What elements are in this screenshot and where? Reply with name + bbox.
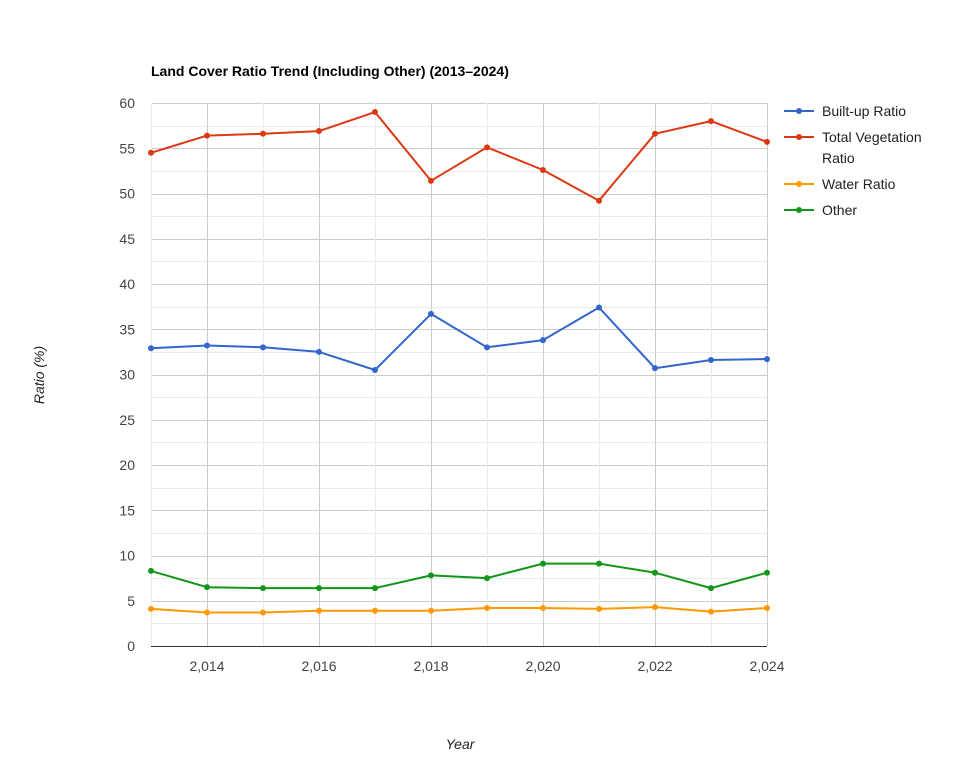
data-point[interactable]	[484, 144, 490, 151]
y-tick-label: 5	[127, 593, 135, 609]
data-point[interactable]	[372, 585, 378, 592]
data-point[interactable]	[316, 585, 322, 592]
y-tick-label: 40	[119, 276, 135, 292]
data-point[interactable]	[764, 138, 770, 145]
data-point[interactable]	[204, 609, 210, 616]
y-tick-label: 15	[119, 502, 135, 518]
series-2	[148, 604, 770, 616]
data-point[interactable]	[652, 365, 658, 372]
x-tick-label: 2,022	[637, 658, 672, 674]
x-tick-label: 2,018	[413, 658, 448, 674]
y-tick-label: 30	[119, 367, 135, 383]
legend-swatch-marker	[796, 207, 802, 213]
series-lines	[148, 109, 770, 616]
data-point[interactable]	[204, 342, 210, 349]
legend-label: Built-up Ratio	[822, 103, 906, 119]
data-point[interactable]	[708, 118, 714, 125]
data-point[interactable]	[708, 585, 714, 592]
y-tick-label: 45	[119, 231, 135, 247]
data-point[interactable]	[484, 604, 490, 611]
chart-title: Land Cover Ratio Trend (Including Other)…	[151, 63, 509, 79]
y-tick-label: 0	[127, 638, 135, 654]
legend-item[interactable]: Total Vegetation Ratio	[784, 129, 922, 166]
data-point[interactable]	[708, 357, 714, 364]
x-axis-title: Year	[446, 736, 476, 752]
y-tick-label: 35	[119, 321, 135, 337]
series-line	[150, 306, 768, 371]
y-tick-label: 50	[119, 186, 135, 202]
data-point[interactable]	[260, 585, 266, 592]
data-point[interactable]	[428, 310, 434, 317]
series-line	[150, 562, 768, 590]
data-point[interactable]	[428, 607, 434, 614]
data-point[interactable]	[148, 605, 154, 612]
data-point[interactable]	[260, 344, 266, 351]
data-point[interactable]	[428, 177, 434, 184]
grid	[151, 103, 768, 647]
data-point[interactable]	[204, 132, 210, 139]
legend-swatch-marker	[796, 134, 802, 140]
data-point[interactable]	[764, 569, 770, 576]
series-1	[148, 109, 770, 204]
legend-swatch-marker	[796, 181, 802, 187]
legend-label: Total Vegetation Ratio	[822, 129, 922, 166]
y-axis-title: Ratio (%)	[31, 346, 47, 404]
y-tick-label: 20	[119, 457, 135, 473]
data-point[interactable]	[652, 604, 658, 611]
data-point[interactable]	[316, 348, 322, 355]
data-point[interactable]	[372, 607, 378, 614]
legend-label: Water Ratio	[822, 176, 896, 192]
y-tick-label: 10	[119, 548, 135, 564]
data-point[interactable]	[316, 607, 322, 614]
data-point[interactable]	[484, 575, 490, 582]
series-0	[148, 304, 770, 373]
data-point[interactable]	[540, 604, 546, 611]
y-tick-label: 60	[119, 95, 135, 111]
legend: Built-up Ratio Total Vegetation Ratio Water…	[784, 103, 922, 218]
data-point[interactable]	[204, 584, 210, 591]
x-axis-ticks: 2,014 2,016 2,018 2,020 2,022 2,024	[189, 658, 784, 674]
data-point[interactable]	[428, 572, 434, 579]
y-axis-ticks: 0 5 10 15 20 25 30 35 40 45 50 55 60	[119, 95, 135, 654]
legend-item[interactable]: Other	[784, 202, 857, 218]
y-tick-label: 55	[119, 140, 135, 156]
series-line	[150, 606, 768, 614]
data-point[interactable]	[764, 604, 770, 611]
data-point[interactable]	[596, 304, 602, 311]
data-point[interactable]	[260, 130, 266, 137]
x-tick-label: 2,024	[749, 658, 784, 674]
x-tick-label: 2,016	[301, 658, 336, 674]
data-point[interactable]	[708, 608, 714, 615]
data-point[interactable]	[540, 337, 546, 344]
x-tick-label: 2,014	[189, 658, 224, 674]
y-tick-label: 25	[119, 412, 135, 428]
data-point[interactable]	[540, 166, 546, 173]
data-point[interactable]	[540, 560, 546, 567]
data-point[interactable]	[260, 609, 266, 616]
series-line	[150, 111, 768, 202]
data-point[interactable]	[372, 366, 378, 373]
data-point[interactable]	[652, 569, 658, 576]
data-point[interactable]	[148, 149, 154, 156]
data-point[interactable]	[596, 560, 602, 567]
legend-item[interactable]: Built-up Ratio	[784, 103, 906, 119]
data-point[interactable]	[316, 128, 322, 135]
x-tick-label: 2,020	[525, 658, 560, 674]
series-3	[148, 560, 770, 592]
data-point[interactable]	[148, 567, 154, 574]
data-point[interactable]	[596, 197, 602, 204]
legend-swatch-marker	[796, 108, 802, 114]
data-point[interactable]	[652, 130, 658, 137]
data-point[interactable]	[764, 356, 770, 363]
legend-item[interactable]: Water Ratio	[784, 176, 896, 192]
data-point[interactable]	[372, 109, 378, 116]
legend-label: Other	[822, 202, 857, 218]
data-point[interactable]	[596, 605, 602, 612]
data-point[interactable]	[148, 345, 154, 352]
data-point[interactable]	[484, 344, 490, 351]
